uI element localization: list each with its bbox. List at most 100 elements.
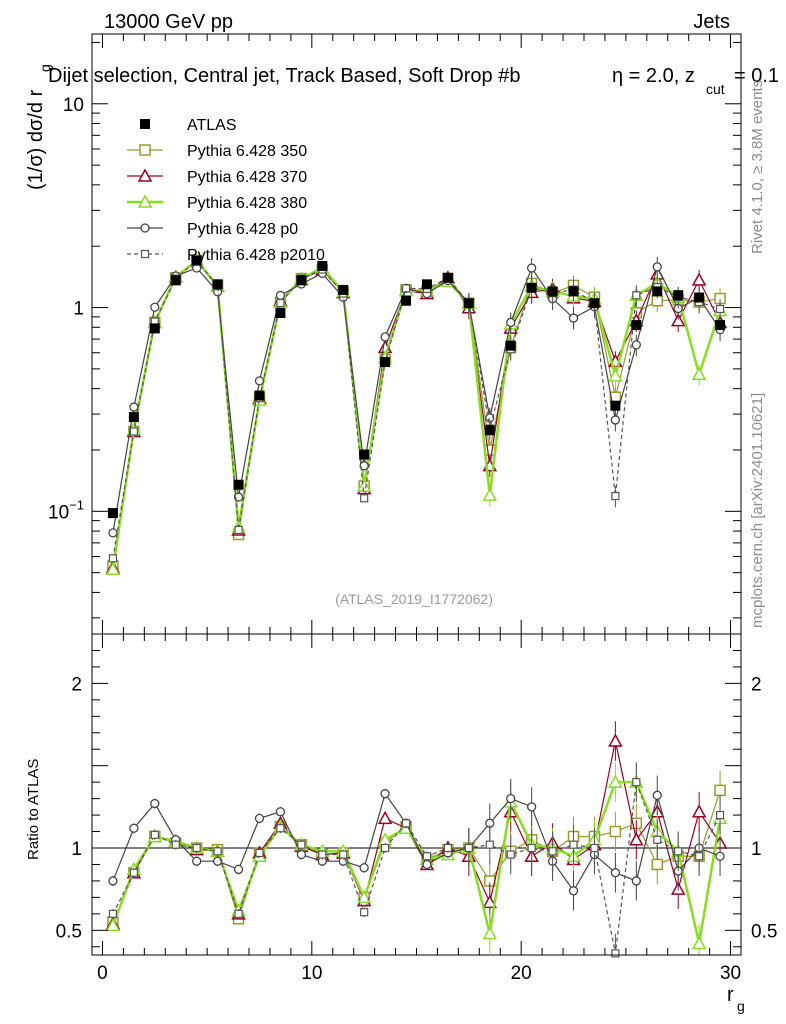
ratio-point — [548, 847, 557, 856]
xlabel-sub: g — [737, 998, 745, 1014]
data-point — [631, 320, 642, 331]
ratio-y-tick-label-right: 0.5 — [751, 921, 777, 942]
legend-label: Pythia 6.428 380 — [187, 195, 307, 212]
series-point — [526, 263, 537, 273]
ratio-point — [714, 784, 726, 797]
ratio-point — [631, 876, 641, 886]
ratio-point — [632, 778, 641, 787]
ratio-point — [569, 840, 578, 849]
energy-label: 13000 GeV pp — [104, 11, 233, 33]
series-point — [631, 340, 641, 350]
x-tick-label: 20 — [511, 963, 532, 984]
data-point — [128, 412, 139, 423]
legend-entry: Pythia 6.428 p2010 — [127, 247, 325, 264]
x-tick-label: 10 — [301, 963, 322, 984]
ratio-y-tick-label: 2 — [71, 674, 82, 695]
data-point — [484, 425, 495, 436]
series-point — [691, 366, 707, 381]
ratio-point — [506, 850, 515, 859]
series-point — [129, 427, 138, 436]
series-point — [608, 368, 623, 382]
legend-marker — [140, 119, 150, 129]
ratio-ylabel: Ratio to ATLAS — [25, 759, 42, 860]
ratio-point — [254, 813, 265, 824]
ratio-point — [526, 802, 537, 812]
series-line-main — [112, 259, 721, 559]
ratio-point — [443, 843, 453, 853]
plot-title: Dijet selection, Central jet, Track Base… — [48, 65, 779, 97]
ratio-point — [653, 835, 662, 844]
data-point — [421, 279, 432, 290]
ratio-point — [608, 774, 623, 788]
data-point — [380, 357, 391, 368]
ratio-point — [339, 850, 348, 859]
y-tick-label: 1 — [73, 299, 84, 320]
data-point — [568, 286, 579, 297]
ratio-point — [464, 843, 473, 853]
ratio-point — [380, 843, 390, 853]
series-point — [234, 525, 243, 535]
legend-marker — [139, 144, 151, 156]
legend-marker — [137, 194, 153, 208]
ratio-point — [318, 850, 327, 859]
legend-marker — [140, 249, 150, 259]
data-point — [589, 298, 600, 309]
legend-label: Pythia 6.428 p2010 — [187, 247, 325, 264]
ratio-point — [674, 847, 683, 856]
ratio-y-tick-label: 1 — [71, 839, 82, 860]
series-point — [632, 291, 641, 300]
series-line-main — [112, 265, 721, 533]
series-point — [108, 554, 118, 563]
data-point — [296, 275, 307, 286]
ratio-point — [233, 864, 244, 875]
ratio-point — [482, 894, 498, 909]
ratio-point — [192, 856, 202, 866]
title-cut: η = 2.0, z — [612, 65, 695, 87]
ratio-y-tick-label-right: 2 — [751, 674, 762, 695]
ratio-point — [695, 852, 704, 861]
legend-entry: ATLAS — [140, 117, 237, 134]
series-point — [254, 376, 265, 386]
data-point — [442, 272, 453, 283]
ratio-point — [422, 859, 432, 870]
ratio-point — [356, 889, 372, 904]
series-line-main — [111, 258, 722, 570]
ratio-point — [105, 917, 121, 932]
data-point — [317, 260, 328, 271]
series-point — [105, 561, 121, 576]
title-main: Dijet selection, Central jet, Track Base… — [48, 65, 520, 87]
series-point — [380, 332, 390, 342]
data-point — [673, 290, 684, 301]
legend-label: Pythia 6.428 350 — [187, 143, 307, 160]
ratio-point — [506, 793, 516, 804]
ratio-point — [255, 848, 264, 858]
ratio-point — [213, 847, 222, 856]
ratio-point — [422, 852, 432, 861]
ratio-point — [651, 858, 664, 871]
series-point — [568, 313, 579, 323]
series-point — [129, 402, 139, 412]
mcplots-label: mcplots.cern.ch [arXiv:2401.10621] — [749, 393, 766, 628]
ratio-y-tick-label-right: 1 — [751, 839, 762, 860]
series-point — [233, 492, 244, 502]
ratio-point — [296, 849, 307, 860]
ratio-point — [691, 935, 707, 950]
ratio-point — [359, 863, 369, 873]
data-point — [275, 308, 286, 319]
series-point — [360, 494, 369, 503]
series-point — [150, 302, 160, 312]
data-point — [401, 295, 412, 306]
series-point — [670, 313, 686, 327]
legend-label: Pythia 6.428 p0 — [187, 221, 298, 238]
ratio-point — [715, 851, 725, 861]
ratio-point — [629, 832, 644, 846]
main-ylabel-text: (1/σ) dσ/d r — [25, 89, 47, 190]
series-line-main — [112, 259, 721, 567]
main-ylabel-sub: g — [37, 64, 53, 72]
ratio-point — [234, 909, 243, 918]
series-line-ratio — [112, 781, 721, 954]
data-point — [694, 292, 705, 303]
data-point — [107, 508, 118, 519]
ratio-point — [609, 825, 622, 838]
ratio-frame — [91, 633, 742, 956]
